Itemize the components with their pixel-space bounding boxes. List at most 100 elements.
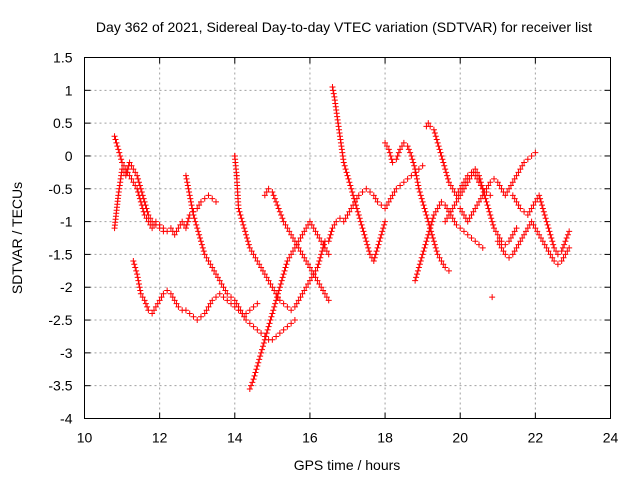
data-point <box>453 221 460 228</box>
data-point-interp <box>260 340 267 347</box>
data-point-interp <box>422 208 429 215</box>
data-point-interp <box>526 208 533 215</box>
data-point <box>382 139 389 146</box>
data-point-interp <box>414 267 421 274</box>
data-point <box>566 228 573 235</box>
data-point-interp <box>252 369 259 376</box>
data-point <box>408 152 415 159</box>
y-tick-label: 1.5 <box>53 50 73 66</box>
data-point <box>434 251 441 258</box>
data-point-interp <box>414 271 421 278</box>
data-point <box>299 251 306 258</box>
data-point <box>299 231 306 238</box>
data-point <box>389 159 396 166</box>
data-point <box>265 277 272 284</box>
data-point <box>509 192 516 199</box>
x-tick-label: 24 <box>603 430 619 446</box>
data-point <box>269 336 276 343</box>
data-point <box>314 231 321 238</box>
data-point-interp <box>383 202 390 209</box>
y-tick-label: -1.5 <box>48 246 72 262</box>
data-point <box>325 297 332 304</box>
data-point <box>340 218 347 225</box>
data-point-interp <box>114 143 121 150</box>
data-point-interp <box>317 254 324 261</box>
data-point <box>197 238 204 245</box>
data-point <box>412 166 419 173</box>
data-point <box>291 303 298 310</box>
data-point-interp <box>293 241 300 248</box>
data-point <box>513 225 520 232</box>
data-point <box>491 225 498 232</box>
data-point <box>243 231 250 238</box>
data-point <box>175 303 182 310</box>
data-point-interp <box>443 169 450 176</box>
data-point <box>363 185 370 192</box>
data-point-interp <box>459 189 466 196</box>
data-point-interp <box>134 274 141 281</box>
data-point-interp <box>511 228 518 235</box>
data-point-interp <box>249 379 256 386</box>
data-point <box>355 212 362 219</box>
data-point <box>425 120 432 127</box>
data-point <box>235 205 242 212</box>
data-point-interp <box>496 241 503 248</box>
data-point <box>494 179 501 186</box>
data-point-interp <box>248 248 255 255</box>
data-point-interp <box>187 195 194 202</box>
data-point <box>509 231 516 238</box>
data-point-interp <box>139 192 146 199</box>
data-point-interp <box>398 143 405 150</box>
data-point <box>201 310 208 317</box>
data-point <box>449 185 456 192</box>
data-point <box>194 317 201 324</box>
data-point-interp <box>259 346 266 353</box>
data-point-interp <box>485 182 492 189</box>
data-point-interp <box>301 287 308 294</box>
data-point-interp <box>519 162 526 169</box>
data-point <box>246 307 253 314</box>
data-point-interp <box>268 313 275 320</box>
data-point-interp <box>282 221 289 228</box>
data-point-interp <box>383 143 390 150</box>
data-point <box>415 264 422 271</box>
data-point <box>295 297 302 304</box>
data-point <box>258 330 265 337</box>
data-point-interp <box>138 189 145 196</box>
data-point-interp <box>436 254 443 261</box>
data-point <box>179 218 186 225</box>
data-point-interp <box>504 189 511 196</box>
data-point <box>393 185 400 192</box>
data-point <box>389 192 396 199</box>
data-point-interp <box>270 192 277 199</box>
data-point-interp <box>320 287 327 294</box>
data-point <box>423 238 430 245</box>
data-point <box>130 166 137 173</box>
data-point-interp <box>327 231 334 238</box>
data-point <box>145 212 152 219</box>
data-point <box>367 189 374 196</box>
data-point-interp <box>263 330 270 337</box>
data-point <box>483 198 490 205</box>
data-point-interp <box>320 244 327 251</box>
data-point-interp <box>496 182 503 189</box>
data-point-interp <box>195 228 202 235</box>
data-point-interp <box>319 248 326 255</box>
data-point-interp <box>242 228 249 235</box>
data-point <box>479 244 486 251</box>
data-point <box>186 310 193 317</box>
data-point-interp <box>116 149 123 156</box>
data-point <box>359 225 366 232</box>
data-point <box>137 185 144 192</box>
data-point-interp <box>173 300 180 307</box>
data-point <box>562 251 569 258</box>
data-point <box>314 264 321 271</box>
data-point-interp <box>496 235 503 241</box>
data-point-interp <box>274 294 281 301</box>
data-point <box>156 297 163 304</box>
data-point <box>498 185 505 192</box>
data-point-interp <box>257 353 264 360</box>
data-point <box>359 189 366 196</box>
data-point-interp <box>282 264 289 271</box>
